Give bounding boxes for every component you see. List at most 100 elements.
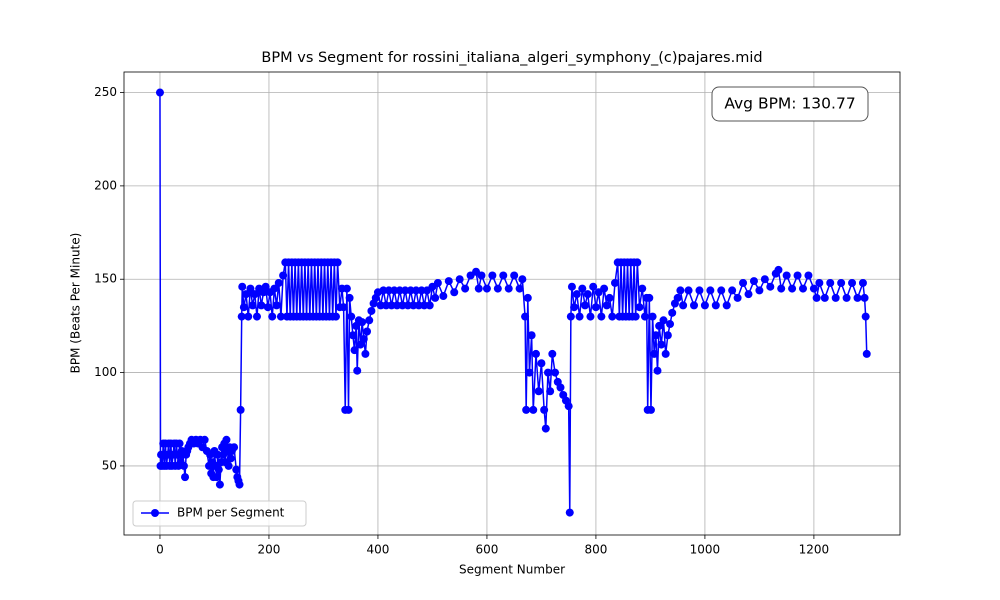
- annotation-box: Avg BPM: 130.77: [711, 86, 869, 122]
- legend-frame: [132, 500, 307, 527]
- data-point: [238, 282, 247, 291]
- data-point: [350, 346, 359, 355]
- y-tick-label: 50: [102, 458, 117, 472]
- data-point: [733, 293, 742, 302]
- data-point: [175, 439, 184, 448]
- data-point: [638, 284, 647, 293]
- data-point: [657, 340, 666, 349]
- data-point: [358, 318, 367, 327]
- data-point: [567, 282, 576, 291]
- data-point: [673, 293, 682, 302]
- data-point: [248, 301, 257, 310]
- data-point: [181, 473, 190, 482]
- data-point: [804, 271, 813, 280]
- data-point: [263, 303, 272, 312]
- data-point: [566, 312, 575, 321]
- data-point: [645, 293, 654, 302]
- data-point: [717, 286, 726, 295]
- legend-marker: [151, 509, 159, 517]
- data-point: [222, 435, 231, 444]
- data-point: [359, 334, 368, 343]
- data-point: [650, 349, 659, 358]
- data-point: [826, 278, 835, 287]
- data-point: [482, 284, 491, 293]
- y-tick-label: 200: [94, 178, 117, 192]
- data-point: [345, 293, 354, 302]
- data-point: [534, 387, 543, 396]
- data-point: [581, 301, 590, 310]
- data-point: [739, 278, 748, 287]
- data-point: [353, 366, 362, 375]
- data-point: [700, 301, 709, 310]
- annotation: Avg BPM: 130.77: [724, 95, 855, 113]
- x-tick-label: 1000: [690, 543, 721, 557]
- data-point: [515, 284, 524, 293]
- data-point: [439, 292, 448, 301]
- data-point: [246, 284, 255, 293]
- data-point: [589, 282, 598, 291]
- data-point: [788, 284, 797, 293]
- data-point: [237, 312, 246, 321]
- data-point: [361, 349, 370, 358]
- data-point: [537, 359, 546, 368]
- data-point: [777, 284, 786, 293]
- x-tick-label: 200: [258, 543, 281, 557]
- data-point: [774, 265, 783, 274]
- data-point: [591, 303, 600, 312]
- legend-label: BPM per Segment: [177, 506, 285, 520]
- data-point: [631, 312, 640, 321]
- data-point: [179, 461, 188, 470]
- data-point: [474, 284, 483, 293]
- data-point: [755, 286, 764, 295]
- data-point: [252, 312, 261, 321]
- data-point: [339, 303, 348, 312]
- data-point: [230, 443, 239, 452]
- data-point: [860, 293, 869, 302]
- data-point: [236, 405, 245, 414]
- x-tick-label: 0: [156, 543, 164, 557]
- data-point: [546, 387, 555, 396]
- y-tick-label: 100: [94, 365, 117, 379]
- data-point: [527, 331, 536, 340]
- data-point: [853, 293, 862, 302]
- data-point: [244, 312, 253, 321]
- data-point: [540, 405, 549, 414]
- data-point: [279, 271, 288, 280]
- data-point: [347, 312, 356, 321]
- data-point: [367, 306, 376, 315]
- data-point: [722, 301, 731, 310]
- data-point: [648, 312, 657, 321]
- data-point: [706, 286, 715, 295]
- data-point: [363, 327, 372, 336]
- data-point: [425, 301, 434, 310]
- data-point: [684, 286, 693, 295]
- data-point: [861, 312, 870, 321]
- x-tick-label: 800: [584, 543, 607, 557]
- data-point: [600, 284, 609, 293]
- data-point: [646, 405, 655, 414]
- data-point: [666, 320, 675, 329]
- data-point: [575, 312, 584, 321]
- data-point: [578, 284, 587, 293]
- data-point: [521, 312, 530, 321]
- data-point: [766, 282, 775, 291]
- data-point: [659, 316, 668, 325]
- data-point: [812, 293, 821, 302]
- data-point: [809, 284, 818, 293]
- data-point: [695, 286, 704, 295]
- data-point: [155, 88, 164, 97]
- data-point: [586, 312, 595, 321]
- data-point: [837, 278, 846, 287]
- data-point: [215, 480, 224, 489]
- data-point: [820, 293, 829, 302]
- data-point: [276, 312, 285, 321]
- data-point: [518, 275, 527, 284]
- data-point: [760, 275, 769, 284]
- legend: BPM per Segment: [132, 500, 307, 527]
- data-point: [679, 301, 688, 310]
- data-point: [365, 316, 374, 325]
- data-point: [793, 271, 802, 280]
- data-point: [239, 303, 248, 312]
- data-point: [348, 331, 357, 340]
